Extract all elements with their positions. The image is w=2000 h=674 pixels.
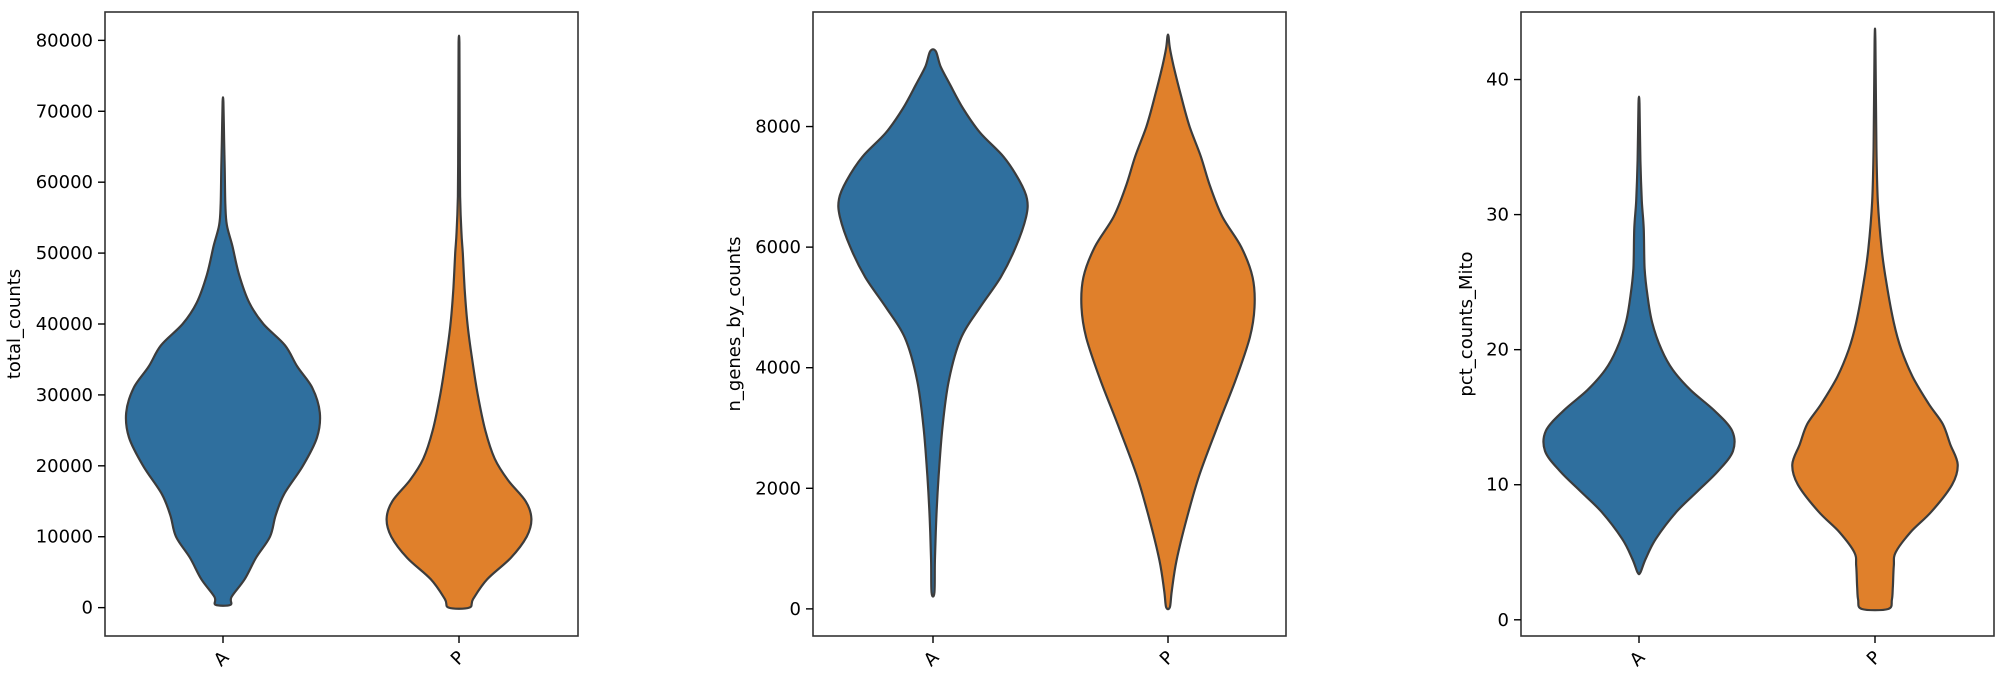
x-tick-label: A — [920, 647, 944, 671]
y-tick-label: 4000 — [755, 358, 801, 379]
violin-total-counts-a — [124, 96, 322, 607]
x-tick-label: A — [1626, 647, 1650, 671]
violin-total-counts-p — [385, 34, 533, 610]
y-tick-label: 30 — [1486, 205, 1509, 226]
y-tick-label: 10000 — [36, 527, 93, 548]
violin-n-genes-by-counts-p — [1080, 33, 1256, 611]
y-tick-label: 60000 — [36, 172, 93, 193]
violin-pct-counts-mito-a — [1542, 95, 1736, 576]
panel-total-counts: 0 10000 20000 30000 40000 50000 60000 70000 8000… — [4, 11, 579, 671]
y-tick-label: 40 — [1486, 70, 1509, 91]
y-tick-label: 6000 — [755, 237, 801, 258]
panel-n-genes-by-counts: 0 2000 4000 6000 8000 A Pn_genes_by_counts — [724, 11, 1287, 671]
y-tick-label: 0 — [1498, 610, 1509, 631]
x-tick-label: P — [447, 647, 470, 670]
y-tick-label: 8000 — [755, 117, 801, 138]
y-tick-label: 0 — [82, 598, 93, 619]
y-tick-label: 80000 — [36, 30, 93, 51]
y-tick-label: 20 — [1486, 340, 1509, 361]
y-tick-label: 20000 — [36, 456, 93, 477]
violin-pct-counts-mito-p — [1791, 27, 1959, 612]
plot-frame — [1520, 11, 1995, 637]
y-tick-label: 2000 — [755, 478, 801, 499]
y-axis-label: n_genes_by_counts — [724, 236, 745, 411]
x-tick-label: P — [1863, 647, 1886, 670]
x-tick-label: A — [210, 647, 234, 671]
y-tick-label: 0 — [790, 599, 801, 620]
violin-n-genes-by-counts-a — [837, 48, 1029, 598]
y-tick-label: 10 — [1486, 475, 1509, 496]
plot-frame — [812, 11, 1287, 637]
y-axis-label: total_counts — [4, 269, 25, 379]
x-tick-label: P — [1156, 647, 1179, 670]
y-tick-label: 50000 — [36, 243, 93, 264]
y-axis-label: pct_counts_Mito — [1456, 251, 1477, 396]
y-tick-label: 40000 — [36, 314, 93, 335]
y-tick-label: 30000 — [36, 385, 93, 406]
y-tick-label: 70000 — [36, 101, 93, 122]
